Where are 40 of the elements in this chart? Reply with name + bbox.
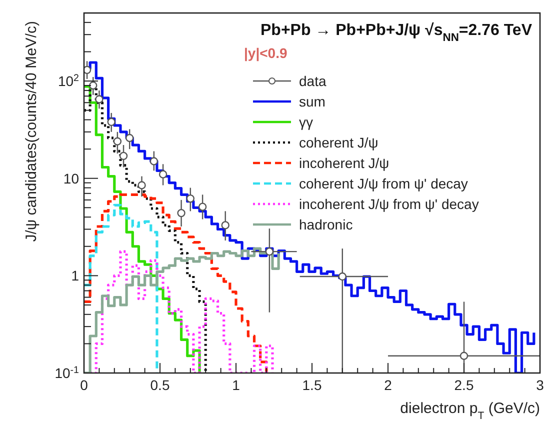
- point: [158, 170, 168, 178]
- x-tick-label: 1: [232, 377, 240, 393]
- point: [95, 95, 104, 104]
- x-tick-label: 3: [536, 377, 544, 393]
- x-tick-label: 1.5: [302, 377, 322, 393]
- point: [84, 66, 92, 74]
- x-tick-label: 2: [384, 377, 392, 393]
- point: [186, 194, 194, 203]
- x-tick-label: 0: [80, 377, 88, 393]
- y-tick-label: 10$^{-1}$: [54, 364, 79, 381]
- legend-label: hadronic: [299, 216, 353, 232]
- y-tick-label: 1: [71, 268, 80, 284]
- x-tick-label: 2.5: [454, 377, 474, 393]
- point: [460, 352, 468, 360]
- legend-label: sum: [299, 94, 326, 110]
- point: [89, 81, 98, 90]
- x-axis-title: dielectron p$_{T}$ (GeV/c): [400, 400, 540, 422]
- legend-label: incoherent J/ψ from ψ' decay: [299, 196, 479, 212]
- legend-label: incoherent J/ψ: [299, 155, 390, 171]
- point: [113, 137, 122, 146]
- x-tick-label: 0.5: [150, 377, 170, 393]
- point: [107, 118, 116, 126]
- legend-label: γγ: [299, 114, 313, 130]
- text: Pb+Pb → Pb+Pb+J/ψ √s$_{NN}$=2.76 TeV: [260, 22, 532, 44]
- point: [265, 247, 274, 256]
- point: [338, 272, 346, 281]
- legend-label: coherent J/ψ: [299, 134, 378, 150]
- point: [119, 152, 128, 160]
- point: [138, 181, 146, 190]
- point: [126, 134, 134, 142]
- legend-label: data: [299, 73, 326, 89]
- y-axis-title: J/ψ candidates(counts/40 MeV/c): [23, 20, 40, 242]
- point: [177, 208, 186, 218]
- legend-label: coherent J/ψ from ψ' decay: [299, 176, 468, 192]
- point: [150, 157, 158, 166]
- y-tick-label: 10: [63, 170, 80, 186]
- point: [198, 202, 207, 211]
- text: |y|<0.9: [244, 45, 288, 62]
- point: [221, 221, 230, 230]
- y-tick-label: 10$^{2}$: [58, 72, 79, 90]
